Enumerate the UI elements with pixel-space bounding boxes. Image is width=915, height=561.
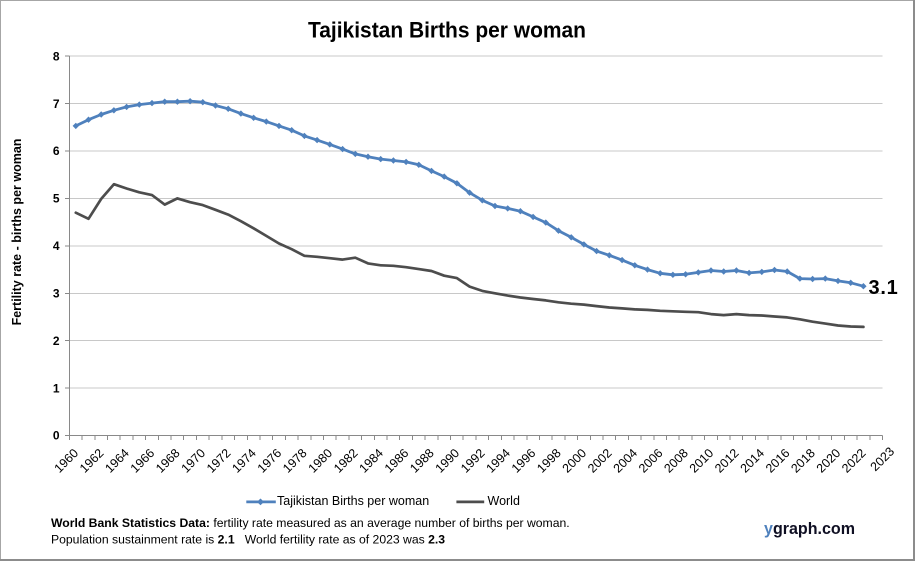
svg-text:1964: 1964 xyxy=(102,446,132,476)
svg-text:1962: 1962 xyxy=(77,446,107,476)
svg-text:Population sustainment rate is: Population sustainment rate is 2.1 World… xyxy=(51,532,445,546)
svg-text:1990: 1990 xyxy=(433,446,463,476)
svg-text:2: 2 xyxy=(53,334,60,348)
svg-text:8: 8 xyxy=(53,49,60,63)
svg-text:World: World xyxy=(488,494,520,508)
svg-text:1984: 1984 xyxy=(356,446,386,476)
svg-text:Tajikistan Births per woman: Tajikistan Births per woman xyxy=(277,494,429,508)
svg-text:1988: 1988 xyxy=(407,446,437,476)
svg-text:Fertility rate - births per w: Fertility rate - births per woman xyxy=(10,139,24,326)
svg-text:2020: 2020 xyxy=(814,446,844,476)
svg-text:1992: 1992 xyxy=(458,446,488,476)
svg-text:1994: 1994 xyxy=(483,446,513,476)
svg-text:6: 6 xyxy=(53,144,60,158)
svg-text:ygraph.com: ygraph.com xyxy=(764,519,855,538)
svg-text:7: 7 xyxy=(53,97,60,111)
svg-text:1978: 1978 xyxy=(280,446,310,476)
svg-text:1972: 1972 xyxy=(204,446,234,476)
svg-text:1968: 1968 xyxy=(153,446,183,476)
svg-text:1976: 1976 xyxy=(255,446,285,476)
svg-text:1974: 1974 xyxy=(229,446,259,476)
svg-text:1970: 1970 xyxy=(179,446,209,476)
svg-text:1960: 1960 xyxy=(52,446,82,476)
svg-text:2022: 2022 xyxy=(839,446,869,476)
svg-text:2004: 2004 xyxy=(611,446,641,476)
svg-text:0: 0 xyxy=(53,429,60,443)
svg-text:1996: 1996 xyxy=(509,446,539,476)
svg-text:5: 5 xyxy=(53,192,60,206)
svg-text:1986: 1986 xyxy=(382,446,412,476)
svg-text:2002: 2002 xyxy=(585,446,615,476)
svg-text:1: 1 xyxy=(53,381,60,395)
svg-text:2010: 2010 xyxy=(687,446,717,476)
svg-text:2014: 2014 xyxy=(738,446,768,476)
svg-text:1998: 1998 xyxy=(534,446,564,476)
svg-text:World Bank Statistics Data: fe: World Bank Statistics Data: fertility ra… xyxy=(51,516,570,530)
svg-text:2023: 2023 xyxy=(868,444,898,474)
svg-text:3: 3 xyxy=(53,287,60,301)
svg-text:2016: 2016 xyxy=(763,446,793,476)
svg-text:4: 4 xyxy=(53,239,60,253)
svg-text:2000: 2000 xyxy=(560,446,590,476)
svg-text:2006: 2006 xyxy=(636,446,666,476)
svg-text:2012: 2012 xyxy=(712,446,742,476)
svg-text:2018: 2018 xyxy=(788,446,818,476)
svg-text:Tajikistan Births per woman: Tajikistan Births per woman xyxy=(308,18,586,43)
svg-text:2008: 2008 xyxy=(661,446,691,476)
svg-text:3.1: 3.1 xyxy=(869,277,899,299)
svg-text:1980: 1980 xyxy=(306,446,336,476)
svg-text:1966: 1966 xyxy=(128,446,158,476)
svg-text:1982: 1982 xyxy=(331,446,361,476)
